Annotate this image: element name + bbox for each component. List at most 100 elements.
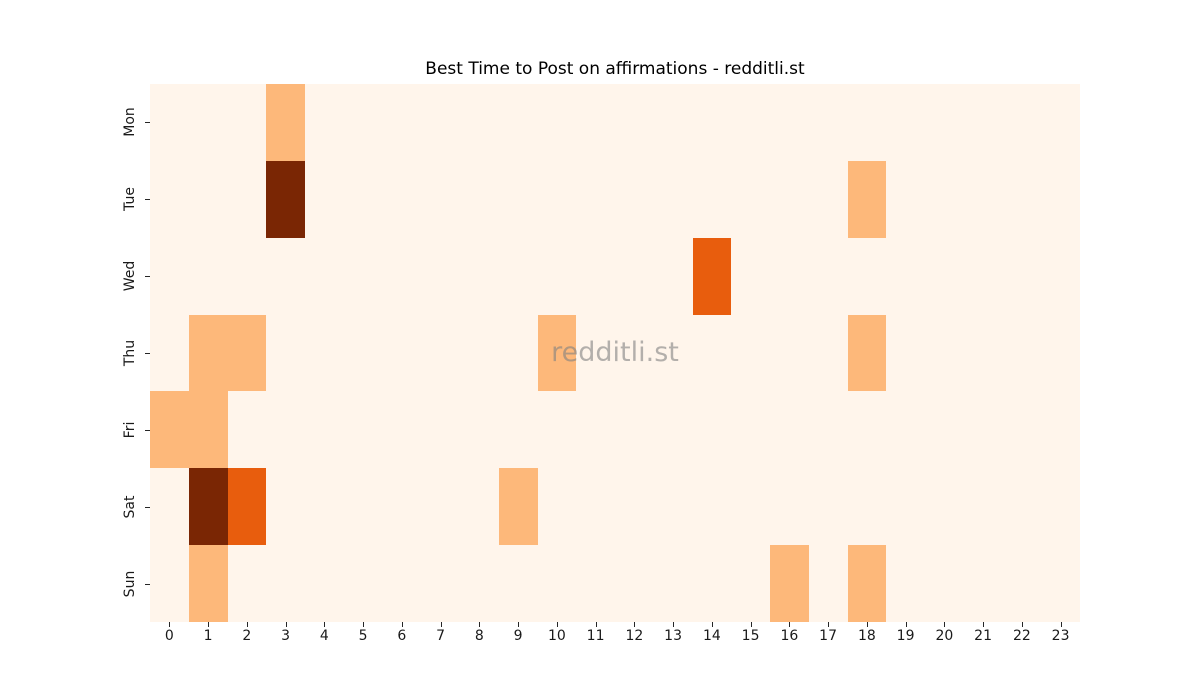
x-tick-label: 16 — [780, 628, 799, 644]
heatmap-cell — [692, 545, 732, 622]
heatmap-cell — [382, 545, 422, 622]
x-tick-label: 7 — [436, 628, 446, 644]
heatmap-cell — [227, 160, 267, 238]
heatmap-cell — [188, 314, 228, 392]
heatmap-cell — [460, 237, 499, 315]
heatmap-cell — [1002, 84, 1042, 161]
heatmap-cell — [343, 545, 383, 622]
x-tick-label: 14 — [702, 628, 721, 644]
x-tick-mark — [401, 622, 403, 627]
heatmap-cell — [576, 545, 615, 622]
heatmap-cell — [808, 545, 848, 622]
x-tick-label: 22 — [1012, 628, 1031, 644]
heatmap-cell — [421, 545, 460, 622]
heatmap-cell — [847, 468, 887, 546]
y-tick-label: Sat — [122, 495, 138, 519]
y-tick-label: Mon — [122, 107, 138, 138]
heatmap-cell — [266, 391, 305, 469]
heatmap-cell — [1041, 160, 1080, 238]
heatmap-cell — [150, 84, 189, 161]
x-tick-label: 6 — [397, 628, 407, 644]
heatmap-cell — [382, 314, 422, 392]
y-tick-label: Fri — [122, 421, 138, 439]
heatmap-cell — [227, 237, 267, 315]
heatmap-cell — [692, 314, 732, 392]
heatmap-cell — [847, 314, 887, 392]
heatmap-cell — [925, 84, 964, 161]
heatmap-cell — [808, 237, 848, 315]
heatmap-cell — [963, 160, 1003, 238]
heatmap-cell — [1002, 314, 1042, 392]
heatmap-cell — [770, 391, 809, 469]
heatmap-cell — [498, 237, 538, 315]
heatmap-cell — [576, 160, 615, 238]
heatmap-cell — [576, 391, 615, 469]
heatmap-cell — [227, 84, 267, 161]
heatmap-cell — [460, 391, 499, 469]
heatmap-cell — [343, 160, 383, 238]
heatmap-cell — [382, 468, 422, 546]
heatmap-cell — [731, 545, 770, 622]
heatmap-cell — [576, 84, 615, 161]
heatmap-cell — [653, 314, 693, 392]
heatmap-cell — [421, 468, 460, 546]
heatmap-cell — [498, 391, 538, 469]
heatmap-cell — [343, 314, 383, 392]
heatmap-cell — [886, 314, 925, 392]
x-tick-label: 9 — [513, 628, 523, 644]
heatmap-cell — [537, 84, 577, 161]
x-tick-label: 12 — [625, 628, 644, 644]
heatmap-cell — [150, 468, 189, 546]
heatmap-cell — [808, 468, 848, 546]
heatmap-cell — [731, 391, 770, 469]
x-tick-mark — [595, 622, 597, 627]
heatmap-cell — [886, 84, 925, 161]
y-tick-label: Sun — [122, 570, 138, 597]
heatmap-cell — [227, 314, 267, 392]
x-tick-mark — [944, 622, 946, 627]
x-tick-mark — [518, 622, 520, 627]
heatmap-cell — [615, 314, 654, 392]
heatmap-cell — [847, 237, 887, 315]
heatmap-cell — [421, 314, 460, 392]
x-tick-mark — [324, 622, 326, 627]
heatmap-cell — [188, 391, 228, 469]
heatmap-cell — [925, 160, 964, 238]
heatmap-cell — [188, 237, 228, 315]
heatmap-cell — [1041, 84, 1080, 161]
heatmap-cell — [847, 160, 887, 238]
heatmap-cell — [925, 237, 964, 315]
heatmap-cell — [653, 545, 693, 622]
x-tick-mark — [246, 622, 248, 627]
heatmap-cell — [1041, 391, 1080, 469]
x-tick-mark — [1021, 622, 1023, 627]
y-tick-mark — [145, 506, 150, 508]
x-tick-mark — [673, 622, 675, 627]
y-tick-label: Tue — [122, 187, 138, 212]
heatmap-cell — [537, 160, 577, 238]
heatmap-cell — [925, 545, 964, 622]
heatmap-cell — [808, 391, 848, 469]
heatmap-cell — [266, 237, 305, 315]
heatmap-plot-area — [150, 84, 1080, 622]
x-tick-mark — [285, 622, 287, 627]
heatmap-cell — [460, 314, 499, 392]
heatmap-cell — [731, 237, 770, 315]
heatmap-cell — [963, 391, 1003, 469]
x-tick-mark — [634, 622, 636, 627]
x-tick-label: 23 — [1051, 628, 1070, 644]
heatmap-cell — [847, 391, 887, 469]
heatmap-cell — [615, 84, 654, 161]
x-tick-label: 15 — [741, 628, 760, 644]
heatmap-cell — [615, 391, 654, 469]
heatmap-cell — [227, 391, 267, 469]
x-tick-mark — [208, 622, 210, 627]
heatmap-cell — [1002, 545, 1042, 622]
heatmap-cell — [305, 545, 344, 622]
x-tick-mark — [905, 622, 907, 627]
x-tick-mark — [556, 622, 558, 627]
heatmap-cell — [731, 314, 770, 392]
heatmap-cell — [343, 391, 383, 469]
heatmap-cell — [188, 545, 228, 622]
heatmap-cell — [498, 160, 538, 238]
